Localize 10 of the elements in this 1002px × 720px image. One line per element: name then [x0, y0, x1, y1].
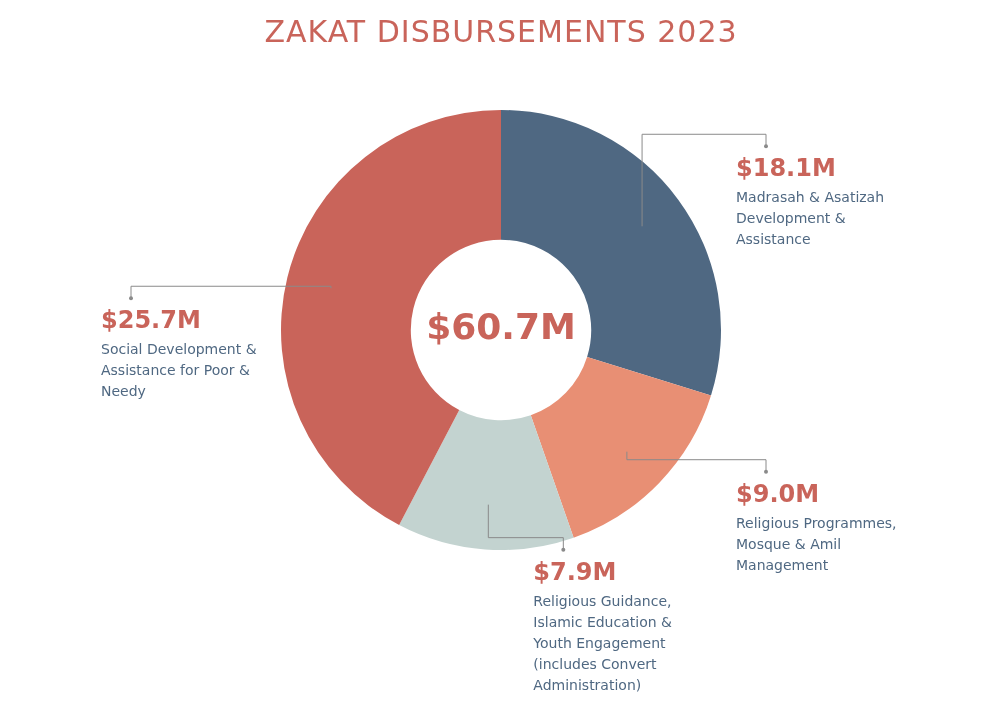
- text: $60.7M: [426, 306, 576, 348]
- data-label: $7.9M: [533, 557, 617, 586]
- slice-label: Religious Guidance, Islamic Education & Youth Engagement (includes Convert Administration): [532, 592, 673, 693]
- chart-title: ZAKAT DISBURSEMENTS 2023: [263, 13, 739, 51]
- slice-label: Social Development & Assistance for Poor & Needy: [101, 341, 257, 400]
- data-label: $25.7M: [101, 306, 201, 335]
- data-label: $18.1M: [736, 154, 836, 183]
- data-label: $9.0M: [736, 479, 820, 508]
- slice-label: Religious Programmes, Mosque & Amil Management: [736, 514, 897, 573]
- slice-label: Madrasah & Asatizah Development & Assistance: [736, 189, 885, 248]
